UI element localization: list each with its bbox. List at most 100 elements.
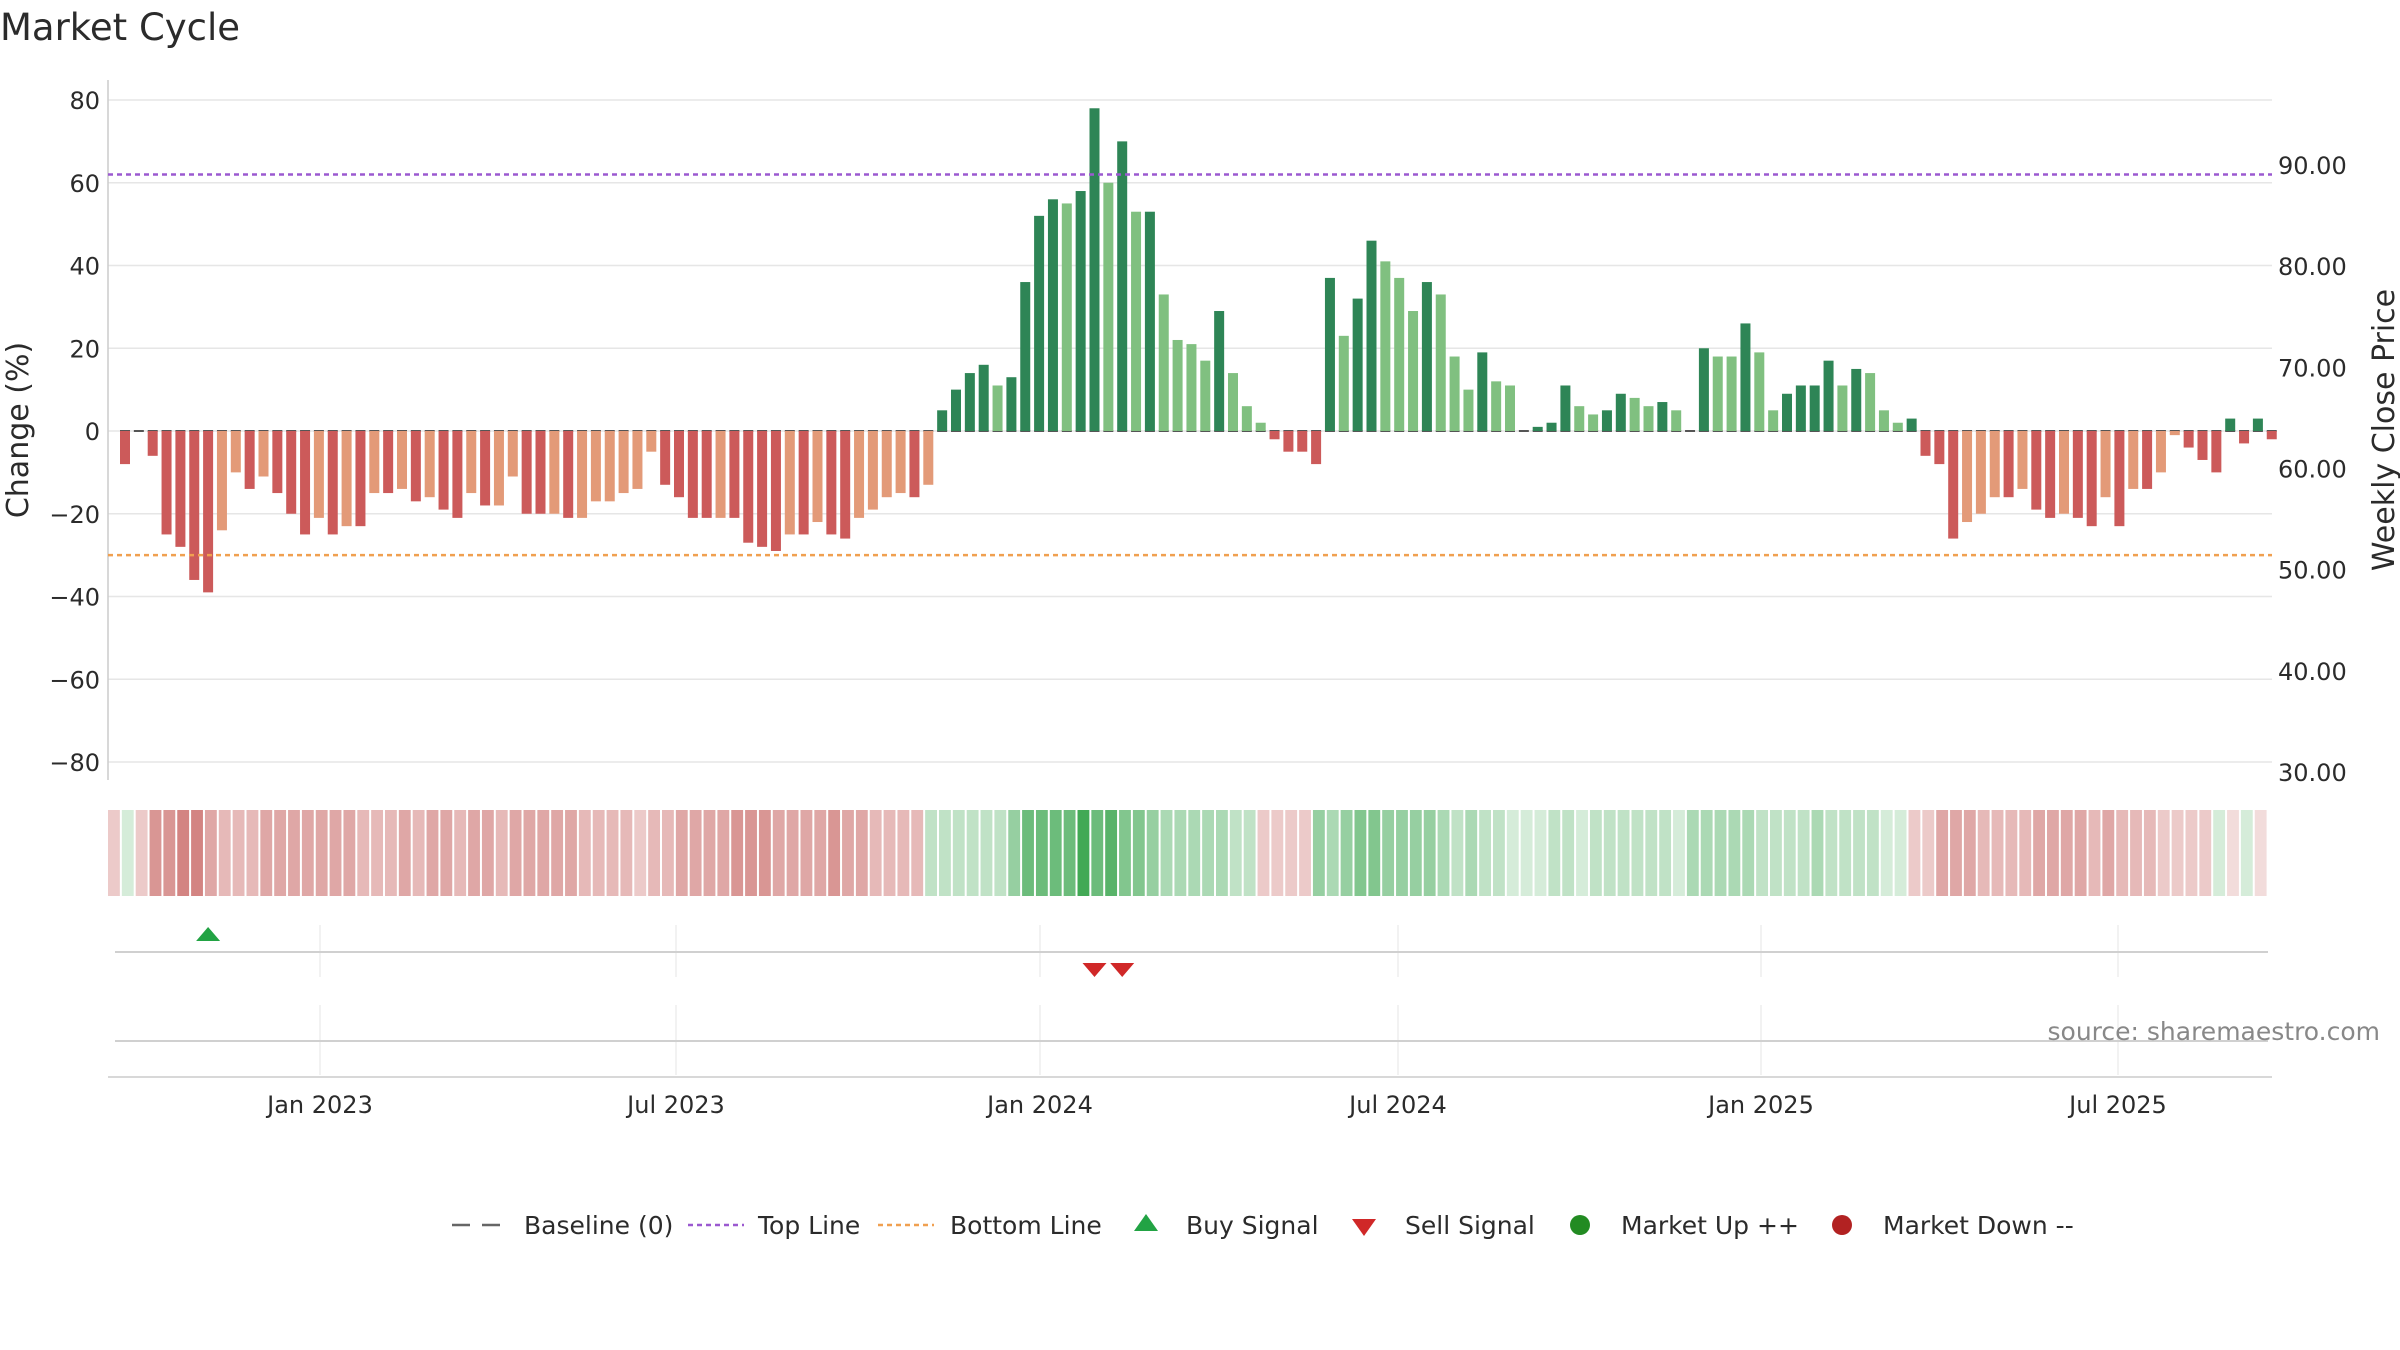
bar bbox=[1546, 422, 1557, 431]
y2-tick-label: 60.00 bbox=[2278, 456, 2347, 484]
band-cell bbox=[523, 810, 536, 896]
band-cell bbox=[1188, 810, 1201, 896]
band-cell bbox=[1202, 810, 1214, 896]
band-cell bbox=[426, 810, 439, 896]
band-cell bbox=[1312, 810, 1325, 896]
band-cell bbox=[703, 810, 716, 896]
band-cell bbox=[1423, 810, 1436, 896]
bar bbox=[1352, 298, 1363, 431]
band-cell bbox=[2171, 810, 2184, 896]
legend-label: Top Line bbox=[757, 1211, 860, 1240]
band-cell bbox=[2005, 810, 2018, 896]
band-cell bbox=[398, 810, 411, 896]
bar bbox=[175, 431, 186, 547]
bar bbox=[784, 431, 795, 535]
bar bbox=[2197, 431, 2208, 460]
legend-label: Bottom Line bbox=[950, 1211, 1102, 1240]
bar bbox=[410, 431, 421, 502]
band-cell bbox=[662, 810, 674, 896]
bar bbox=[854, 431, 865, 518]
bar bbox=[2031, 431, 2042, 510]
x-tick-label: Jan 2025 bbox=[1706, 1091, 1814, 1119]
market-down-legend-icon bbox=[1832, 1215, 1852, 1235]
band-cell bbox=[2088, 810, 2101, 896]
bar bbox=[577, 431, 588, 518]
bar bbox=[1532, 426, 1543, 431]
bar bbox=[923, 431, 934, 485]
band-cell bbox=[1700, 810, 1713, 896]
band-cell bbox=[2019, 810, 2032, 896]
bar bbox=[1560, 385, 1571, 431]
bar bbox=[438, 431, 449, 510]
bar bbox=[909, 431, 920, 498]
bar bbox=[964, 373, 975, 431]
bar bbox=[493, 431, 504, 506]
bar bbox=[466, 431, 477, 494]
bar bbox=[687, 431, 698, 518]
band-cell bbox=[288, 810, 300, 896]
bar bbox=[2225, 418, 2236, 431]
bar bbox=[2266, 431, 2277, 440]
band-cell bbox=[925, 810, 937, 896]
bar bbox=[1671, 410, 1682, 431]
bar bbox=[1948, 431, 1959, 539]
band-cell bbox=[2143, 810, 2156, 896]
legend-label: Sell Signal bbox=[1405, 1211, 1535, 1240]
band-cell bbox=[2130, 810, 2142, 896]
band-cell bbox=[1548, 810, 1561, 896]
bar bbox=[2169, 431, 2180, 436]
y2-tick-label: 80.00 bbox=[2278, 253, 2347, 281]
bar bbox=[1906, 418, 1917, 431]
sell-signal-marker bbox=[1110, 963, 1135, 977]
bar bbox=[2086, 431, 2097, 527]
band-cell bbox=[1576, 810, 1588, 896]
bar bbox=[2211, 431, 2222, 473]
bar bbox=[1075, 191, 1086, 431]
band-cell bbox=[565, 810, 577, 896]
band-cell bbox=[191, 810, 203, 896]
bar bbox=[535, 431, 546, 514]
band-cell bbox=[1797, 810, 1810, 896]
legend-label: Buy Signal bbox=[1186, 1211, 1319, 1240]
bar bbox=[1103, 182, 1114, 431]
band-cell bbox=[1922, 810, 1935, 896]
y2-tick-label: 50.00 bbox=[2278, 557, 2347, 585]
band-cell bbox=[648, 810, 660, 896]
bar bbox=[715, 431, 726, 518]
strength-band bbox=[108, 810, 2267, 896]
band-cell bbox=[786, 810, 799, 896]
band-cell bbox=[814, 810, 827, 896]
band-cell bbox=[689, 810, 702, 896]
band-cell bbox=[1853, 810, 1865, 896]
bar bbox=[480, 431, 491, 506]
band-cell bbox=[509, 810, 522, 896]
bar bbox=[1588, 414, 1599, 431]
band-cell bbox=[994, 810, 1007, 896]
bar bbox=[1186, 344, 1197, 431]
band-cell bbox=[1839, 810, 1852, 896]
band-cell bbox=[1770, 810, 1782, 896]
bar bbox=[2017, 431, 2028, 489]
bar bbox=[1491, 381, 1502, 431]
bar-series bbox=[120, 108, 2277, 593]
bar bbox=[1712, 356, 1723, 431]
bar bbox=[161, 431, 172, 535]
band-cell bbox=[1216, 810, 1228, 896]
bar bbox=[1574, 406, 1585, 431]
bar bbox=[2142, 431, 2153, 489]
bar bbox=[1214, 311, 1225, 431]
bar bbox=[1047, 199, 1058, 431]
x-tick-label: Jan 2024 bbox=[985, 1091, 1093, 1119]
x-tick-label: Jul 2025 bbox=[2067, 1091, 2167, 1119]
band-cell bbox=[1091, 810, 1104, 896]
band-cell bbox=[1728, 810, 1741, 896]
band-cell bbox=[1506, 810, 1519, 896]
left-axis-ticks: 80 60 40 20 0 −20 −40 −60 −80 bbox=[49, 87, 100, 777]
band-cell bbox=[758, 810, 771, 896]
bar bbox=[147, 431, 158, 456]
y2-tick-label: 40.00 bbox=[2278, 658, 2347, 686]
bar bbox=[397, 431, 407, 489]
bar bbox=[1643, 406, 1654, 431]
band-cell bbox=[454, 810, 467, 896]
bar bbox=[1505, 385, 1515, 431]
